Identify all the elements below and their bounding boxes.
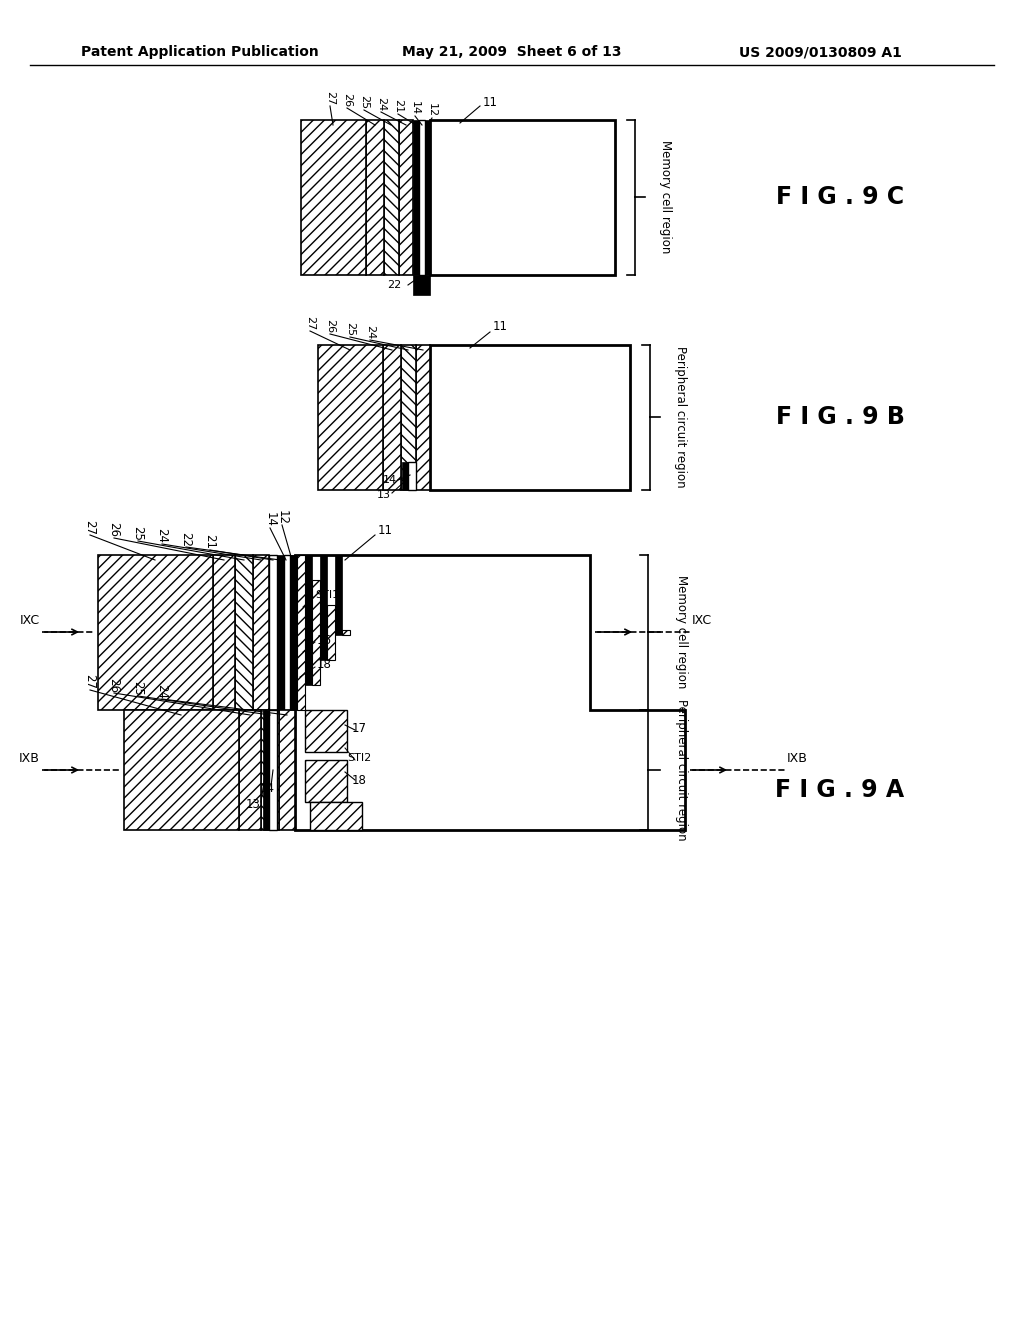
Text: 17: 17	[351, 722, 367, 734]
Text: 24: 24	[156, 684, 169, 698]
Bar	[269, 554, 278, 710]
Bar	[384, 120, 399, 275]
Text: 24: 24	[365, 325, 375, 339]
Bar	[312, 579, 319, 685]
Bar	[124, 710, 239, 830]
Bar	[430, 345, 630, 490]
Text: STI2: STI2	[347, 752, 371, 763]
Bar	[413, 275, 430, 294]
Bar	[401, 345, 416, 490]
Bar	[297, 554, 305, 710]
Bar	[305, 710, 347, 752]
Bar	[305, 760, 347, 803]
Text: 24: 24	[376, 96, 386, 111]
Text: F I G . 9 B: F I G . 9 B	[775, 405, 904, 429]
Text: 25: 25	[345, 322, 355, 337]
Polygon shape	[295, 554, 685, 830]
Text: 24: 24	[156, 528, 169, 544]
Text: 16: 16	[317, 634, 332, 647]
Text: Peripheral circuit region: Peripheral circuit region	[675, 700, 688, 841]
Text: 18: 18	[351, 774, 367, 787]
Bar	[98, 554, 213, 710]
Text: 13: 13	[246, 797, 260, 810]
Text: IXC: IXC	[19, 614, 40, 627]
Text: 22: 22	[179, 532, 193, 546]
Text: 27: 27	[84, 675, 96, 689]
Text: May 21, 2009  Sheet 6 of 13: May 21, 2009 Sheet 6 of 13	[402, 45, 622, 59]
Bar	[290, 554, 297, 710]
Text: 11: 11	[378, 524, 392, 536]
Text: Memory cell region: Memory cell region	[659, 140, 672, 253]
Text: 11: 11	[493, 321, 508, 334]
Text: 26: 26	[325, 319, 335, 333]
Text: F I G . 9 C: F I G . 9 C	[776, 185, 904, 209]
Text: Peripheral circuit region: Peripheral circuit region	[674, 346, 687, 488]
Text: IXC: IXC	[692, 614, 712, 627]
Text: 25: 25	[131, 681, 144, 696]
Bar	[383, 345, 401, 490]
Text: 13: 13	[377, 490, 391, 500]
Bar	[269, 710, 278, 830]
Text: 26: 26	[342, 92, 352, 107]
Bar	[366, 120, 384, 275]
Bar	[327, 605, 335, 660]
Bar	[278, 554, 284, 710]
Bar	[399, 120, 413, 275]
Bar	[335, 554, 342, 635]
Bar	[263, 710, 269, 830]
Text: 26: 26	[108, 677, 121, 693]
Bar	[284, 554, 290, 710]
Bar	[305, 554, 312, 685]
Bar	[430, 120, 615, 275]
Bar	[319, 554, 327, 660]
Text: 14: 14	[259, 781, 274, 795]
Bar	[416, 345, 430, 490]
Text: 27: 27	[305, 315, 315, 330]
Text: F I G . 9 A: F I G . 9 A	[775, 777, 904, 803]
Bar	[279, 710, 295, 830]
Text: IXB: IXB	[787, 751, 808, 764]
Text: Memory cell region: Memory cell region	[675, 576, 688, 689]
Text: 14: 14	[383, 475, 397, 484]
Text: 21: 21	[393, 99, 403, 114]
Text: 26: 26	[108, 523, 121, 537]
Bar	[253, 554, 269, 710]
Text: 22: 22	[387, 280, 401, 290]
Bar	[310, 803, 362, 830]
Bar	[419, 120, 425, 275]
Bar	[342, 630, 350, 635]
Text: 18: 18	[317, 659, 332, 672]
Text: 12: 12	[275, 510, 289, 524]
Bar	[261, 710, 279, 830]
Bar	[318, 345, 383, 490]
Text: US 2009/0130809 A1: US 2009/0130809 A1	[738, 45, 901, 59]
Text: 12: 12	[427, 103, 437, 117]
Text: 14: 14	[410, 100, 420, 115]
Text: Patent Application Publication: Patent Application Publication	[81, 45, 318, 59]
Text: STI1: STI1	[315, 590, 339, 601]
Text: 11: 11	[482, 95, 498, 108]
Text: 25: 25	[359, 95, 369, 110]
Bar	[408, 462, 416, 490]
Bar	[234, 554, 253, 710]
Bar	[239, 710, 261, 830]
Bar	[413, 120, 419, 275]
Text: 27: 27	[325, 91, 335, 106]
Bar	[301, 120, 366, 275]
Text: 25: 25	[131, 525, 144, 540]
Bar	[402, 462, 408, 490]
Bar	[290, 554, 295, 710]
Text: 14: 14	[263, 512, 276, 528]
Bar	[425, 120, 430, 275]
Text: 21: 21	[204, 535, 216, 549]
Bar	[213, 554, 234, 710]
Text: 27: 27	[84, 520, 96, 535]
Text: IXB: IXB	[19, 751, 40, 764]
